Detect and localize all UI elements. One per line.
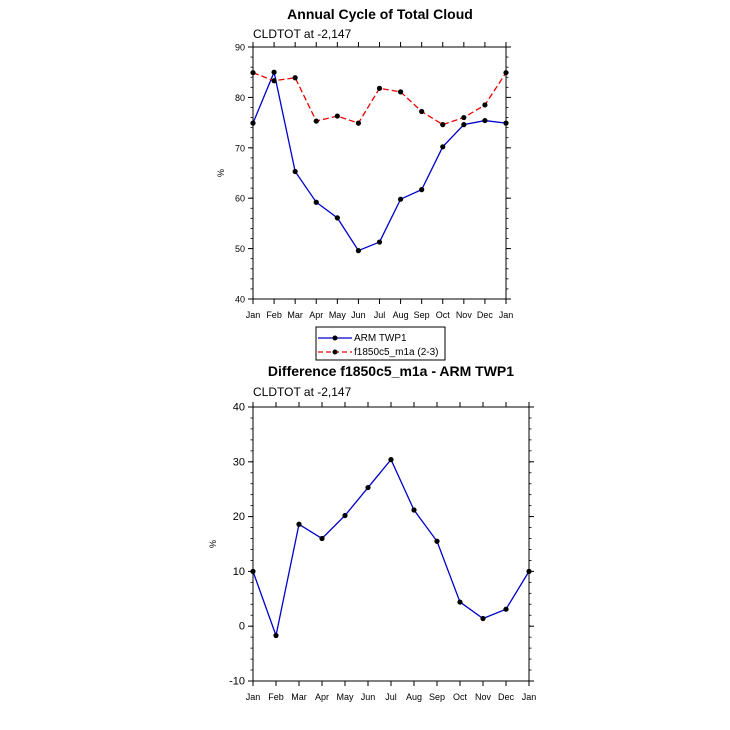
chart1-series-0-point <box>334 215 340 221</box>
chart1-series-0-point <box>271 69 277 75</box>
chart1-series-0-point <box>419 187 425 193</box>
chart1-xtick-label: May <box>329 310 347 320</box>
legend-label-arm-twp1: ARM TWP1 <box>354 333 407 344</box>
chart2-xtick-label: Jan <box>522 692 537 702</box>
chart2-series-line-0 <box>252 458 530 638</box>
chart1-ytick-label: 70 <box>235 143 245 153</box>
chart1-series-0-point <box>482 117 488 124</box>
chart2-xtick-label: Jan <box>246 692 261 702</box>
chart2-series-0-point <box>457 599 463 605</box>
chart2-series-0-point <box>503 606 509 612</box>
chart1-subtitle: CLDTOT at -2,147 <box>253 27 352 41</box>
chart2-xtick-label: Aug <box>406 692 422 702</box>
chart1-xtick-label: Apr <box>309 310 323 320</box>
chart1-title: Annual Cycle of Total Cloud <box>287 6 473 22</box>
annual-cycle-chart: Annual Cycle of Total Cloud CLDTOT at -2… <box>216 6 513 320</box>
chart2-series-0-point <box>411 507 417 513</box>
chart1-ytick-label: 40 <box>235 295 245 305</box>
chart2-xtick-label: May <box>336 692 354 702</box>
chart1-series-1-point <box>376 85 383 91</box>
chart1-series-1-point <box>419 108 425 115</box>
chart2-series-0-point <box>296 521 302 527</box>
chart1-series-0-point <box>397 196 404 202</box>
chart1-series-0-point <box>313 199 319 205</box>
chart1-xtick-label: Aug <box>393 310 409 320</box>
chart2-xtick-label: Jul <box>385 692 397 702</box>
chart2-xtick-label: Apr <box>315 692 329 702</box>
chart1-ytick-label: 80 <box>235 93 245 103</box>
chart1-series-1-point <box>482 102 488 108</box>
chart2-xtick-label: Feb <box>268 692 284 702</box>
chart2-series-0-point <box>342 512 348 519</box>
chart2-plot-frame <box>252 406 530 682</box>
chart1-xtick-label: Jan <box>246 310 261 320</box>
legend-label-f1850c5: f1850c5_m1a (2-3) <box>354 347 439 358</box>
chart1-series-line-1 <box>252 72 507 126</box>
chart1-series-0-point <box>461 122 467 128</box>
chart1-xtick-label: Nov <box>456 310 473 320</box>
chart1-xtick-label: Dec <box>477 310 494 320</box>
chart2-ytick-label: 20 <box>233 511 245 523</box>
chart2-series-0-point <box>434 538 440 544</box>
chart1-series-1-point <box>461 114 467 121</box>
legend-marker-arm-twp1 <box>332 335 338 341</box>
chart1-legend: ARM TWP1 f1850c5_m1a (2-3) <box>315 326 446 361</box>
chart2-series-0-point <box>480 615 486 622</box>
chart2-ytick-label: 40 <box>233 402 245 414</box>
chart1-series-1-point <box>313 118 319 124</box>
chart2-series-0-point <box>365 484 371 491</box>
chart2-series-0-point <box>388 457 394 463</box>
chart1-series-0-point <box>292 168 298 175</box>
chart2-xtick-label: Dec <box>498 692 515 702</box>
chart1-series-1-point <box>271 78 277 84</box>
chart1-xtick-label: Oct <box>436 310 451 320</box>
chart1-series-0-point <box>440 144 446 150</box>
chart1-xtick-label: Jul <box>374 310 386 320</box>
chart2-subtitle: CLDTOT at -2,147 <box>253 385 352 399</box>
chart1-series-0-point <box>376 239 383 245</box>
chart1-series-0-point <box>355 248 362 254</box>
chart1-series-line-0 <box>252 70 507 252</box>
chart2-xtick-label: Jun <box>361 692 376 702</box>
chart2-ytick-label: -10 <box>229 676 245 688</box>
legend-box <box>315 326 446 361</box>
chart2-xtick-label: Oct <box>453 692 468 702</box>
chart2-xtick-label: Mar <box>291 692 307 702</box>
chart1-ytick-label: 50 <box>235 244 245 254</box>
chart1-xtick-label: Feb <box>266 310 282 320</box>
chart1-series-1-point <box>355 120 362 126</box>
chart1-xtick-label: Mar <box>287 310 303 320</box>
chart1-series-1-point <box>440 122 446 128</box>
chart1-series-1-point <box>397 89 404 95</box>
chart2-series-0-point <box>319 535 325 542</box>
chart2-ytick-label: 30 <box>233 456 245 468</box>
chart2-series-0-point <box>273 632 279 639</box>
chart2-ytick-label: 10 <box>233 566 245 578</box>
chart1-ytick-label: 60 <box>235 194 245 204</box>
chart2-title: Difference f1850c5_m1a - ARM TWP1 <box>268 363 514 379</box>
chart1-xtick-label: Jan <box>499 310 514 320</box>
chart1-plot-frame <box>252 46 507 300</box>
difference-chart: Difference f1850c5_m1a - ARM TWP1 CLDTOT… <box>208 363 536 702</box>
chart1-xtick-label: Sep <box>414 310 430 320</box>
chart2-xtick-label: Nov <box>475 692 492 702</box>
chart1-y-axis-label: % <box>216 169 226 177</box>
chart1-series-1-point <box>292 75 298 81</box>
chart1-series-1-point <box>334 113 340 119</box>
chart1-xtick-label: Jun <box>351 310 366 320</box>
chart2-xtick-label: Sep <box>429 692 445 702</box>
chart2-ytick-label: 0 <box>239 621 245 633</box>
chart1-ytick-label: 90 <box>235 43 245 53</box>
chart2-y-axis-label: % <box>208 540 218 548</box>
legend-marker-f1850c5 <box>332 349 338 355</box>
